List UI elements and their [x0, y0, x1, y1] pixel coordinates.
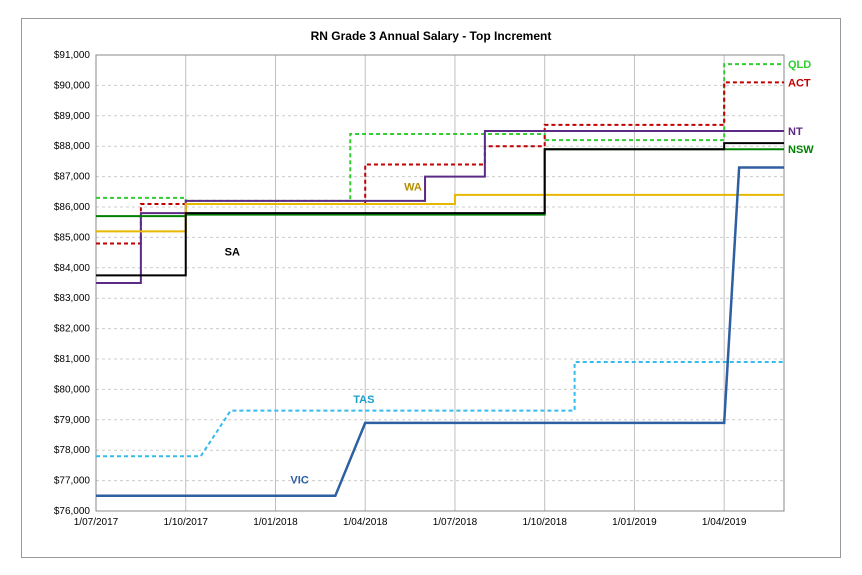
svg-text:$85,000: $85,000 [54, 232, 91, 243]
end-label-act: ACT [788, 77, 811, 89]
svg-text:1/04/2018: 1/04/2018 [343, 517, 388, 528]
end-label-nsw: NSW [788, 144, 814, 156]
svg-text:$87,000: $87,000 [54, 171, 91, 182]
inline-label-vic: VIC [290, 474, 308, 486]
series-act [96, 82, 784, 243]
series-sa [96, 143, 784, 275]
svg-text:$81,000: $81,000 [54, 354, 91, 365]
svg-text:$76,000: $76,000 [54, 506, 91, 517]
svg-text:$86,000: $86,000 [54, 202, 91, 213]
svg-text:$77,000: $77,000 [54, 475, 91, 486]
svg-text:1/07/2017: 1/07/2017 [74, 517, 119, 528]
svg-text:1/04/2019: 1/04/2019 [702, 517, 747, 528]
chart-frame: RN Grade 3 Annual Salary - Top Increment… [21, 18, 841, 558]
svg-text:$79,000: $79,000 [54, 414, 91, 425]
chart-title: RN Grade 3 Annual Salary - Top Increment [40, 29, 822, 43]
series-tas [96, 362, 784, 456]
svg-text:$89,000: $89,000 [54, 110, 91, 121]
chart-svg: $76,000 $77,000 $78,000 $79,000 $80,000 $81,0… [40, 49, 824, 539]
svg-text:$91,000: $91,000 [54, 50, 91, 61]
series-nsw [96, 149, 784, 216]
svg-text:$82,000: $82,000 [54, 323, 91, 334]
svg-text:1/07/2018: 1/07/2018 [433, 517, 478, 528]
svg-text:$88,000: $88,000 [54, 141, 91, 152]
inline-label-sa: SA [225, 246, 240, 258]
svg-text:1/10/2018: 1/10/2018 [522, 517, 567, 528]
end-label-qld: QLD [788, 59, 811, 71]
svg-text:$84,000: $84,000 [54, 262, 91, 273]
svg-text:1/01/2019: 1/01/2019 [612, 517, 657, 528]
inline-label-tas: TAS [353, 394, 374, 406]
svg-text:1/01/2018: 1/01/2018 [253, 517, 298, 528]
end-label-nt: NT [788, 126, 803, 138]
inline-label-wa: WA [404, 181, 422, 193]
svg-text:$90,000: $90,000 [54, 80, 91, 91]
plot-area: $76,000 $77,000 $78,000 $79,000 $80,000 $81,0… [40, 49, 822, 539]
svg-text:$78,000: $78,000 [54, 445, 91, 456]
svg-text:$80,000: $80,000 [54, 384, 91, 395]
svg-text:1/10/2017: 1/10/2017 [163, 517, 208, 528]
svg-text:$83,000: $83,000 [54, 293, 91, 304]
series-vic [96, 167, 784, 495]
series-qld [96, 64, 784, 201]
